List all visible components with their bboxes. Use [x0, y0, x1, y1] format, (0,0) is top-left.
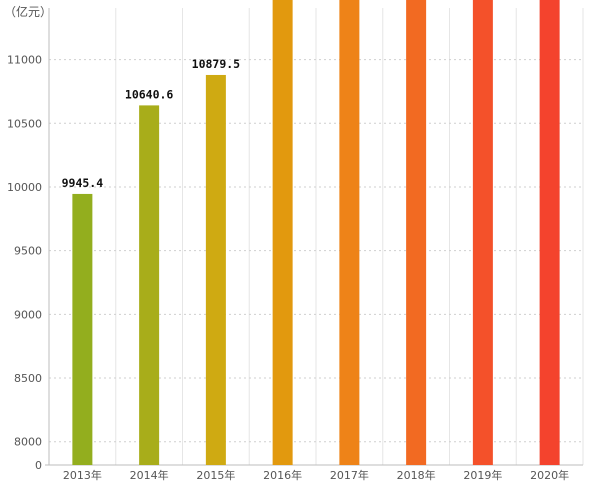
- bar: [406, 0, 427, 466]
- x-tick-label: 2019年: [463, 468, 502, 482]
- x-tick-label: 2018年: [397, 468, 436, 482]
- bar: [72, 193, 93, 466]
- bar-value-label: 10879.5: [192, 57, 241, 71]
- y-tick-label: 0: [35, 459, 42, 472]
- y-tick-label: 8000: [14, 436, 42, 449]
- bar: [139, 105, 160, 465]
- x-tick-label: 2020年: [530, 468, 569, 482]
- bar-value-label: 9945.4: [62, 176, 104, 190]
- y-tick-label: 11500: [7, 0, 42, 3]
- bar: [272, 0, 293, 465]
- x-tick-labels: 2013年 2014年 2015年 2016年 2017年 2018年 2019年 2020年: [63, 468, 569, 482]
- bar-value-label: 10640.6: [125, 87, 174, 101]
- y-tick-labels: 0800085009000950010000105001100011500120…: [7, 0, 42, 472]
- x-tick-label: 2015年: [196, 468, 235, 482]
- y-tick-label: 10500: [7, 117, 42, 130]
- y-tick-label: 8500: [14, 372, 42, 385]
- bars: [72, 0, 560, 466]
- x-tick-label: 2013年: [63, 468, 102, 482]
- y-tick-label: 10000: [7, 181, 42, 194]
- bar: [539, 0, 560, 466]
- bar-value-labels: 9945.410640.610879.511477.212450.613362.…: [62, 57, 241, 190]
- grid-lines: [48, 8, 584, 465]
- bar: [205, 74, 226, 465]
- y-tick-label: 9000: [14, 308, 42, 321]
- y-tick-label: 9500: [14, 245, 42, 258]
- x-tick-label: 2014年: [130, 468, 169, 482]
- axes: [45, 8, 583, 466]
- y-axis-unit-label: （亿元）: [4, 4, 52, 19]
- x-tick-label: 2017年: [330, 468, 369, 482]
- bar: [339, 0, 360, 465]
- bar: [472, 0, 493, 466]
- y-tick-label: 11000: [7, 54, 42, 67]
- x-tick-label: 2016年: [263, 468, 302, 482]
